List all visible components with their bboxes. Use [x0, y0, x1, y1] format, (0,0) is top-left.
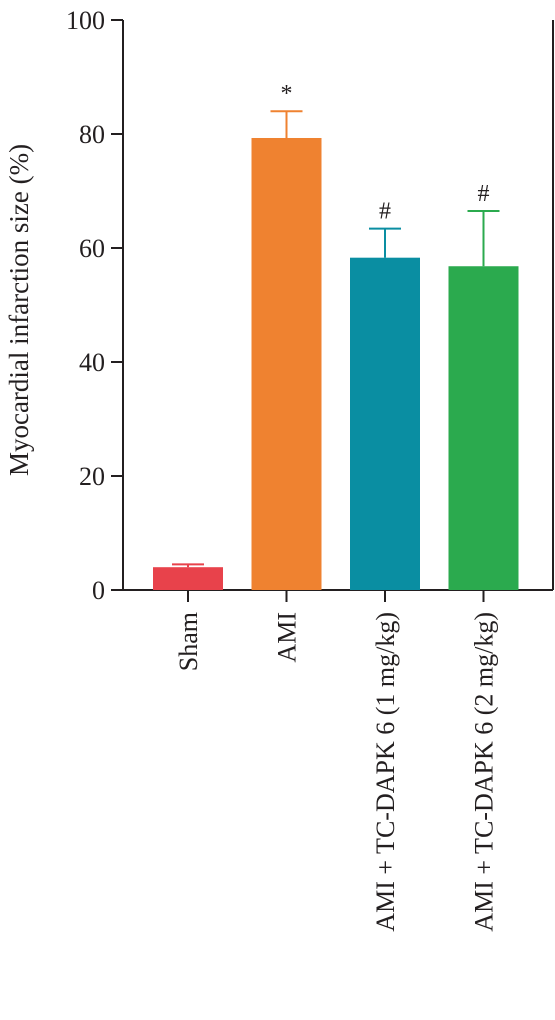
y-tick-label: 100 [66, 6, 105, 35]
x-tick-label: AMI + TC-DAPK 6 (1 mg/kg) [371, 612, 400, 932]
y-tick-label: 60 [79, 234, 105, 263]
x-tick-labels: Sham AMI AMI + TC-DAPK 6 (1 mg/kg) AMI + TC… [174, 590, 499, 932]
y-ticks: 0 20 40 60 80 100 [66, 6, 123, 605]
bar [350, 257, 420, 590]
y-tick-label: 20 [79, 462, 105, 491]
y-axis-label: Myocardial infarction size (%) [4, 144, 34, 476]
y-tick-label: 80 [79, 120, 105, 149]
x-tick-label: AMI + TC-DAPK 6 (2 mg/kg) [470, 612, 499, 932]
significance-marker: * [281, 81, 293, 107]
significance-marker: # [379, 199, 391, 225]
bar [448, 266, 519, 590]
y-tick-label: 0 [92, 576, 105, 605]
y-tick-label: 40 [79, 348, 105, 377]
x-tick-label: Sham [174, 612, 203, 671]
bars: * # # [153, 81, 519, 591]
bar [251, 137, 322, 591]
significance-marker: # [478, 181, 490, 207]
bar [153, 567, 223, 590]
x-tick-label: AMI [273, 612, 302, 663]
